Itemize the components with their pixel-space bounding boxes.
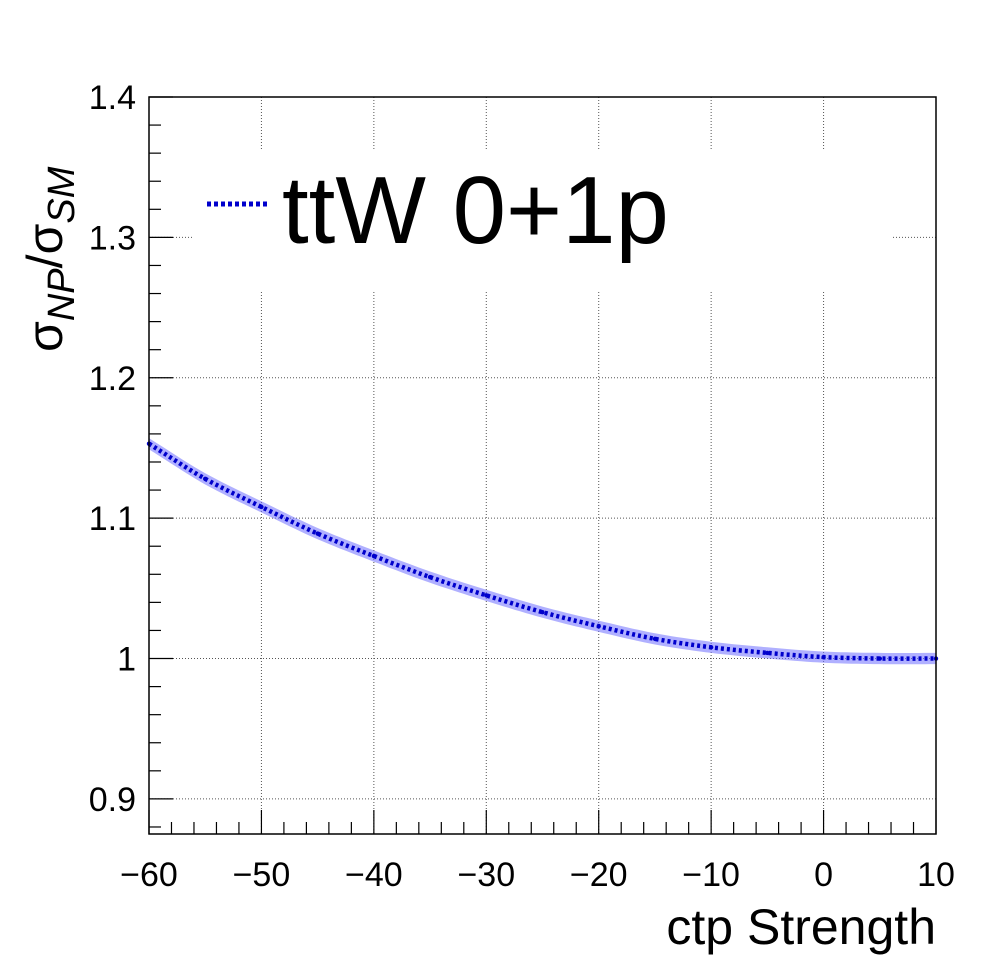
x-tick-label: −30	[457, 856, 515, 894]
y-tick-label: 1.2	[89, 360, 136, 398]
axis-ticks	[148, 96, 937, 834]
data-point	[484, 593, 489, 598]
y-axis-title: σNP/σSM	[17, 166, 83, 352]
x-tick-label: −20	[570, 856, 628, 894]
svg-text:σNP/σSM: σNP/σSM	[17, 166, 83, 352]
y-tick-label: 1.3	[89, 219, 136, 257]
data-point	[765, 650, 770, 656]
data-point	[371, 553, 377, 559]
data-point	[821, 654, 826, 660]
data-point	[259, 504, 264, 510]
data-point	[596, 624, 601, 629]
data-point	[427, 574, 433, 580]
y-axis-denominator-subscript: SM	[41, 166, 83, 223]
y-tick-label: 1.4	[89, 79, 136, 117]
data-point	[708, 645, 714, 650]
plot-frame	[148, 96, 937, 835]
legend-entry-label: ttW 0+1p	[282, 157, 669, 264]
x-tick-label: −60	[120, 856, 178, 894]
data-point	[203, 476, 208, 482]
x-tick-label: −10	[682, 856, 740, 894]
y-axis-denominator-symbol: σ	[17, 223, 73, 254]
data-point	[315, 531, 320, 536]
y-tick-label: 1.1	[89, 500, 136, 538]
y-axis-separator: /	[17, 254, 73, 268]
legend: ttW 0+1p	[192, 150, 892, 290]
data-point	[652, 636, 658, 642]
y-tick-label: 1	[117, 641, 136, 679]
x-axis-title: ctp Strength	[666, 899, 936, 955]
y-tick-labels: 0.9 1 1.1 1.2 1.3 1.4	[89, 79, 136, 819]
x-tick-label: −40	[345, 856, 403, 894]
y-tick-label: 0.9	[89, 781, 136, 819]
x-tick-label: 10	[917, 856, 955, 894]
data-point	[877, 656, 882, 661]
x-tick-labels: −60 −50 −40 −30 −20 −10 0 10	[120, 856, 955, 894]
legend-background	[192, 150, 892, 290]
data-point	[540, 609, 545, 615]
y-axis-numerator-subscript: NP	[41, 268, 83, 321]
x-tick-label: −50	[233, 856, 291, 894]
series-line	[147, 441, 936, 661]
x-tick-label: 0	[814, 856, 833, 894]
y-axis-numerator-symbol: σ	[17, 321, 73, 352]
